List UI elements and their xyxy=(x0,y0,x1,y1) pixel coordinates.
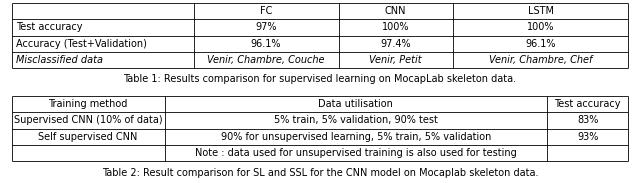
Text: 83%: 83% xyxy=(577,115,598,125)
Text: Misclassified data: Misclassified data xyxy=(17,55,104,65)
Text: 97.4%: 97.4% xyxy=(380,39,411,49)
Text: LSTM: LSTM xyxy=(527,6,554,16)
Text: Test accuracy: Test accuracy xyxy=(17,22,83,32)
Text: 5% train, 5% validation, 90% test: 5% train, 5% validation, 90% test xyxy=(274,115,438,125)
Text: Supervised CNN (10% of data): Supervised CNN (10% of data) xyxy=(13,115,163,125)
Text: 97%: 97% xyxy=(255,22,276,32)
Text: 96.1%: 96.1% xyxy=(525,39,556,49)
Text: FC: FC xyxy=(260,6,272,16)
Text: Venir, Petit: Venir, Petit xyxy=(369,55,422,65)
Text: Table 2: Result comparison for SL and SSL for the CNN model on Mocaplab skeleton: Table 2: Result comparison for SL and SS… xyxy=(102,168,538,178)
Text: 90% for unsupervised learning, 5% train, 5% validation: 90% for unsupervised learning, 5% train,… xyxy=(221,132,491,142)
Text: Venir, Chambre, Chef: Venir, Chambre, Chef xyxy=(489,55,592,65)
Text: Test accuracy: Test accuracy xyxy=(554,99,621,109)
Text: Training method: Training method xyxy=(49,99,128,109)
Text: Note : data used for unsupervised training is also used for testing: Note : data used for unsupervised traini… xyxy=(195,148,516,158)
Text: Accuracy (Test+Validation): Accuracy (Test+Validation) xyxy=(17,39,147,49)
Text: Venir, Chambre, Couche: Venir, Chambre, Couche xyxy=(207,55,324,65)
Text: 100%: 100% xyxy=(527,22,554,32)
Text: Data utilisation: Data utilisation xyxy=(318,99,393,109)
Text: CNN: CNN xyxy=(385,6,406,16)
Text: 96.1%: 96.1% xyxy=(251,39,281,49)
Text: Table 1: Results comparison for supervised learning on MocapLab skeleton data.: Table 1: Results comparison for supervis… xyxy=(124,74,516,84)
Text: 93%: 93% xyxy=(577,132,598,142)
Text: 100%: 100% xyxy=(382,22,410,32)
Text: Self supervised CNN: Self supervised CNN xyxy=(38,132,138,142)
